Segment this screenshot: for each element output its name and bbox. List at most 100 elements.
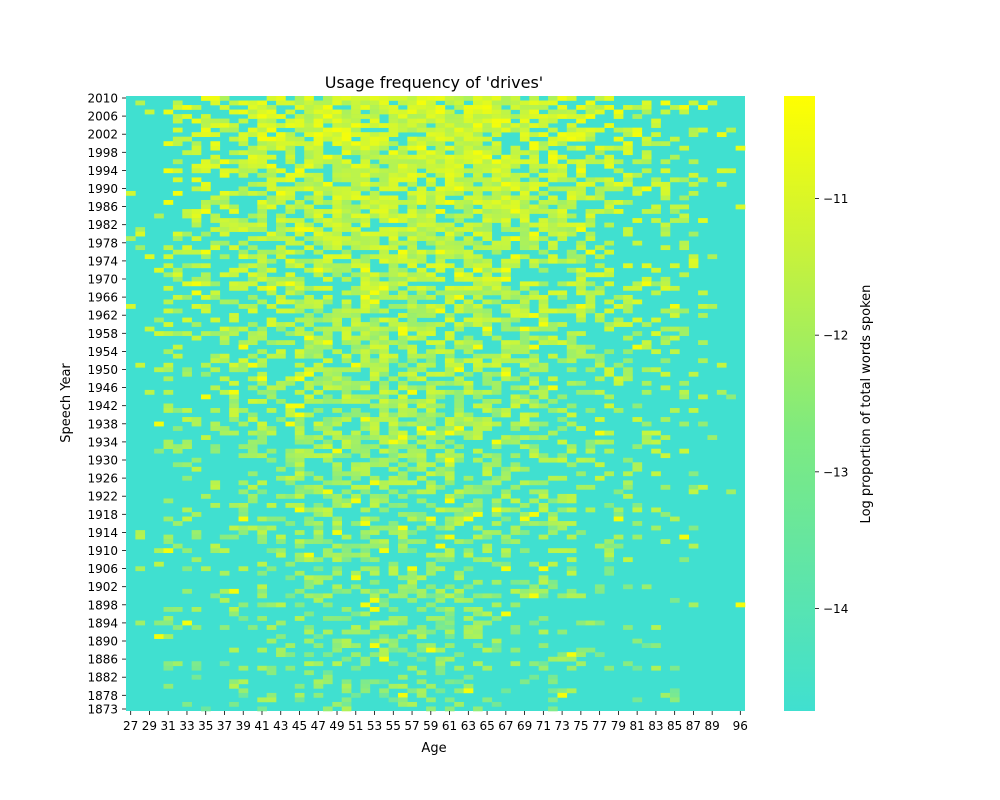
y-tick-label: 1986 (87, 200, 118, 214)
heatmap-cell (482, 231, 493, 237)
heatmap-cell (351, 204, 361, 210)
heatmap-cell (285, 209, 296, 214)
heatmap-cell (679, 204, 690, 210)
heatmap-cell (538, 521, 549, 526)
heatmap-cell (182, 114, 192, 119)
heatmap-cell (276, 516, 286, 522)
heatmap-cell (538, 335, 549, 341)
heatmap-cell (172, 444, 183, 450)
heatmap-cell (313, 145, 324, 151)
heatmap-cell (379, 462, 389, 468)
heatmap-cell (463, 507, 474, 513)
heatmap-cell (557, 453, 568, 459)
heatmap-cell (257, 118, 267, 124)
heatmap-cell (360, 281, 371, 287)
heatmap-cell (473, 629, 483, 635)
heatmap-cell (416, 647, 427, 653)
heatmap-cell (529, 240, 539, 246)
heatmap-cell (435, 109, 446, 115)
heatmap-cell (482, 114, 493, 119)
heatmap-cell (426, 231, 436, 237)
heatmap-cell (529, 362, 539, 368)
heatmap-cell (473, 141, 483, 147)
heatmap-cell (388, 127, 399, 133)
heatmap-cell (163, 349, 174, 355)
heatmap-cell (519, 385, 530, 391)
heatmap-cell (688, 408, 699, 413)
colorbar-tick-label: −13 (823, 465, 848, 479)
heatmap-cell (416, 145, 427, 151)
heatmap-cell (416, 190, 427, 196)
heatmap-cell (322, 548, 333, 554)
heatmap-cell (379, 340, 389, 346)
heatmap-cell (454, 417, 464, 422)
heatmap-cell (604, 394, 614, 400)
heatmap-cell (416, 412, 427, 418)
heatmap-cell (688, 371, 699, 377)
heatmap-cell (519, 340, 530, 346)
heatmap-cell (294, 186, 305, 192)
heatmap-cell (182, 136, 192, 142)
heatmap-cell (510, 263, 521, 269)
heatmap-cell (548, 525, 558, 531)
heatmap-cell (219, 358, 230, 364)
heatmap-cell (341, 96, 352, 101)
heatmap-cell (416, 656, 427, 662)
heatmap-cell (557, 281, 568, 287)
heatmap-cell (351, 118, 361, 124)
heatmap-cell (416, 516, 427, 522)
heatmap-cell (351, 398, 361, 404)
heatmap-cell (660, 100, 671, 106)
heatmap-cell (341, 290, 352, 296)
heatmap-cell (313, 123, 324, 128)
heatmap-cell (463, 195, 474, 201)
heatmap-cell (426, 552, 436, 558)
heatmap-cell (182, 331, 192, 336)
heatmap-cell (247, 168, 258, 174)
heatmap-cell (238, 453, 249, 459)
heatmap-cell (219, 548, 230, 554)
heatmap-cell (482, 127, 493, 133)
heatmap-cell (473, 484, 483, 490)
heatmap-cell (548, 258, 558, 264)
heatmap-cell (341, 606, 352, 612)
heatmap-cell (388, 304, 399, 309)
heatmap-cell (369, 132, 380, 137)
heatmap-cell (229, 150, 239, 156)
heatmap-cell (454, 204, 464, 210)
heatmap-cell (219, 254, 230, 260)
y-tick-label: 1994 (87, 164, 118, 178)
heatmap-cell (388, 240, 399, 246)
heatmap-cell (641, 380, 652, 386)
heatmap-cell (501, 367, 511, 373)
heatmap-cell (463, 181, 474, 187)
heatmap-cell (576, 426, 586, 431)
heatmap-cell (341, 543, 352, 549)
heatmap-cell (388, 521, 399, 526)
heatmap-cell (351, 285, 361, 291)
heatmap-cell (257, 530, 267, 535)
heatmap-cell (351, 435, 361, 440)
x-tick-label: 75 (573, 719, 588, 733)
heatmap-cell (379, 145, 389, 151)
heatmap-cell (510, 186, 521, 192)
heatmap-cell (426, 96, 436, 101)
heatmap-cell (369, 579, 380, 585)
heatmap-cell (294, 240, 305, 246)
heatmap-cell (585, 105, 596, 110)
heatmap-cell (163, 376, 174, 382)
heatmap-cell (548, 114, 558, 119)
heatmap-cell (557, 222, 568, 228)
heatmap-cell (416, 118, 427, 124)
heatmap-cell (322, 181, 333, 187)
heatmap-cell (454, 218, 464, 223)
heatmap-cell (482, 665, 493, 671)
heatmap-cell (435, 557, 446, 563)
heatmap-cell (304, 172, 314, 178)
heatmap-cell (435, 426, 446, 431)
heatmap-cell (397, 548, 408, 554)
heatmap-cell (351, 114, 361, 119)
heatmap-cell (191, 417, 202, 422)
heatmap-cell (444, 453, 455, 459)
heatmap-cell (172, 272, 183, 278)
